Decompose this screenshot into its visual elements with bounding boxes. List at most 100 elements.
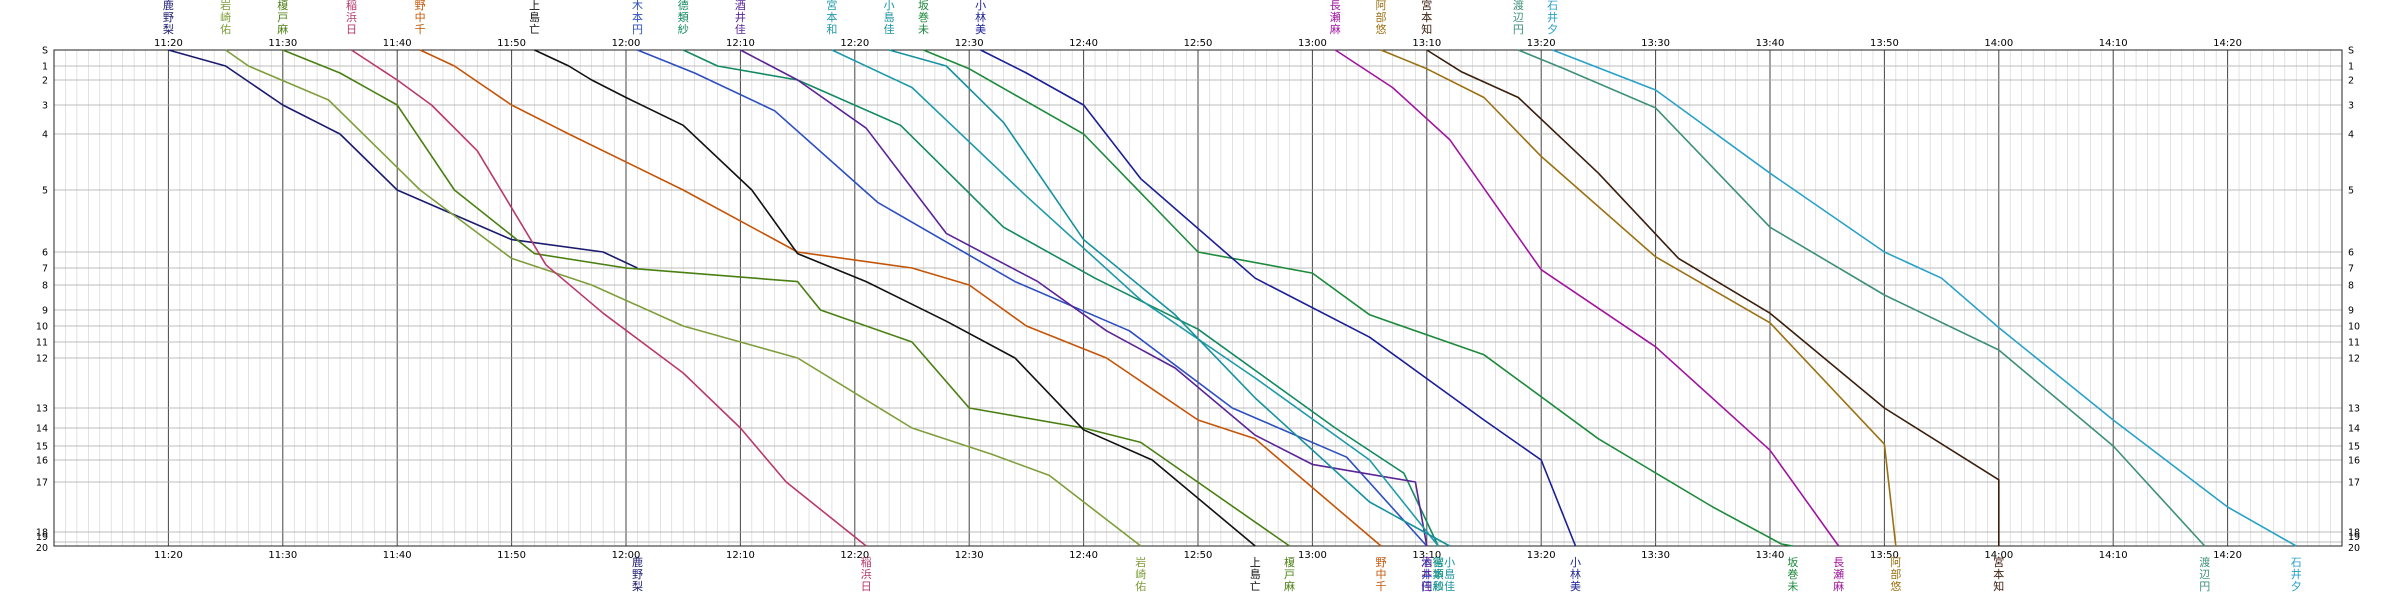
plot-frame	[53, 49, 2343, 547]
y-station-label-left: 2	[42, 76, 48, 87]
y-station-label-left: 10	[36, 322, 48, 333]
y-station-label-left: 11	[36, 338, 48, 349]
y-station-label-right: 7	[2348, 264, 2354, 275]
x-tick-label-bottom: 13:20	[1527, 550, 1556, 561]
x-tick-label-top: 12:50	[1184, 38, 1213, 49]
series-label-bottom: 岩崎佑	[1135, 555, 1146, 593]
y-station-label-right: 20	[2348, 543, 2360, 554]
series-label-bottom: 石井夕	[2291, 556, 2302, 593]
series-line	[1380, 49, 1897, 547]
x-tick-label-top: 11:20	[154, 38, 183, 49]
x-tick-label-bottom: 12:00	[612, 550, 641, 561]
y-station-label-left: 12	[36, 354, 48, 365]
y-station-label-left: 13	[36, 404, 48, 415]
series-line	[225, 49, 1142, 547]
x-tick-label-bottom: 13:10	[1412, 550, 1441, 561]
x-tick-label-top: 14:20	[2213, 38, 2242, 49]
series-labels: 鹿野梨鹿野梨岩崎佑岩崎佑榎戸麻榎戸麻稲浜日稲浜日野中千野中千上島亡上島亡木本円木…	[163, 0, 2302, 593]
x-tick-label-top: 13:40	[1756, 38, 1785, 49]
series-label-bottom: 坂巻未	[1787, 556, 1798, 593]
x-tick-label-bottom: 13:00	[1298, 550, 1327, 561]
x-tick-label-top: 12:10	[726, 38, 755, 49]
x-tick-label-top: 12:30	[955, 38, 984, 49]
series-label-top: 上島亡	[529, 0, 540, 36]
series-line	[168, 49, 638, 269]
series-line	[740, 49, 1428, 547]
x-tick-label-top: 13:10	[1412, 38, 1441, 49]
y-station-label-right: 2	[2348, 76, 2354, 87]
x-tick-label-bottom: 14:20	[2213, 550, 2242, 561]
series-label-bottom: 稲浜日	[861, 556, 872, 593]
series-line	[888, 49, 1451, 547]
series-label-top: 德類紗	[678, 0, 689, 36]
y-station-label-left: 5	[42, 186, 48, 197]
series-label-bottom: 木本円	[1421, 556, 1432, 593]
y-station-label-left: 3	[42, 101, 48, 112]
x-tick-label-top: 11:40	[383, 38, 412, 49]
grid	[53, 49, 2343, 547]
y-station-label-right: 6	[2348, 248, 2354, 259]
series-label-top: 阿部悠	[1376, 0, 1387, 36]
series-label-top: 石井夕	[1547, 0, 1558, 36]
series-label-top: 宮本知	[1421, 0, 1432, 36]
series-label-top: 鹿野梨	[163, 0, 174, 36]
x-tick-label-bottom: 12:20	[840, 550, 869, 561]
series-line	[682, 49, 1439, 547]
x-tick-label-bottom: 11:30	[268, 550, 297, 561]
y-station-label-right: 14	[2348, 424, 2360, 435]
y-station-label-left: 16	[36, 456, 48, 467]
y-station-label-left: 6	[42, 248, 48, 259]
series-label-top: 渡辺円	[1513, 0, 1524, 36]
y-station-label-left: 15	[36, 442, 48, 453]
series-label-top: 稲浜日	[346, 0, 357, 36]
series-line	[923, 49, 1794, 547]
series-label-top: 小島佳	[884, 0, 895, 36]
series-label-bottom: 宮本知	[1993, 555, 2004, 593]
series-label-bottom: 阿部悠	[1890, 556, 1901, 593]
series-line	[1552, 49, 2297, 547]
series-label-top: 小林美	[975, 0, 986, 36]
series-label-bottom: 榎戸麻	[1284, 555, 1295, 593]
y-station-label-right: 9	[2348, 306, 2354, 317]
y-station-label-right: S	[2348, 46, 2354, 57]
x-tick-label-bottom: 12:50	[1184, 550, 1213, 561]
y-station-label-right: 12	[2348, 354, 2360, 365]
y-station-label-left: 20	[36, 543, 48, 554]
series-label-bottom: 上島亡	[1250, 556, 1261, 593]
series-label-bottom: 德類紗	[1433, 555, 1444, 593]
x-tick-label-bottom: 13:30	[1641, 550, 1670, 561]
y-station-label-left: S	[42, 46, 48, 57]
axes: 11:20 11:20 11:30 11:30 11:40 11:40 11:50 11:50…	[36, 38, 2360, 561]
y-station-label-left: 8	[42, 281, 48, 292]
series-line	[1426, 49, 2000, 546]
x-tick-label-top: 12:40	[1069, 38, 1098, 49]
y-station-label-right: 3	[2348, 101, 2354, 112]
y-station-label-right: 5	[2348, 186, 2354, 197]
series-label-top: 坂巻未	[918, 0, 929, 36]
series-lines	[168, 49, 2297, 547]
series-label-bottom: 酒井佳	[1421, 556, 1432, 593]
x-tick-label-top: 12:20	[840, 38, 869, 49]
y-station-label-right: 8	[2348, 281, 2354, 292]
y-station-label-left: 1	[42, 62, 48, 73]
series-line	[831, 49, 1439, 547]
y-station-label-right: 4	[2348, 130, 2354, 141]
x-tick-label-top: 13:00	[1298, 38, 1327, 49]
series-label-bottom: 小林美	[1570, 556, 1581, 593]
series-label-bottom: 鹿野梨	[632, 555, 643, 593]
series-label-top: 野中千	[415, 0, 426, 36]
x-tick-label-bottom: 11:40	[383, 550, 412, 561]
y-station-label-left: 18	[36, 528, 48, 539]
y-station-label-right: 10	[2348, 322, 2360, 333]
x-tick-label-bottom: 14:10	[2099, 550, 2128, 561]
x-tick-label-top: 14:00	[1984, 38, 2013, 49]
series-label-bottom: 野中千	[1376, 556, 1387, 593]
series-label-top: 長瀬麻	[1330, 0, 1341, 36]
series-line	[637, 49, 1428, 547]
series-label-bottom: 小島佳	[1444, 556, 1455, 593]
y-station-label-left: 9	[42, 306, 48, 317]
series-line	[1517, 49, 2206, 547]
series-line	[350, 49, 867, 547]
